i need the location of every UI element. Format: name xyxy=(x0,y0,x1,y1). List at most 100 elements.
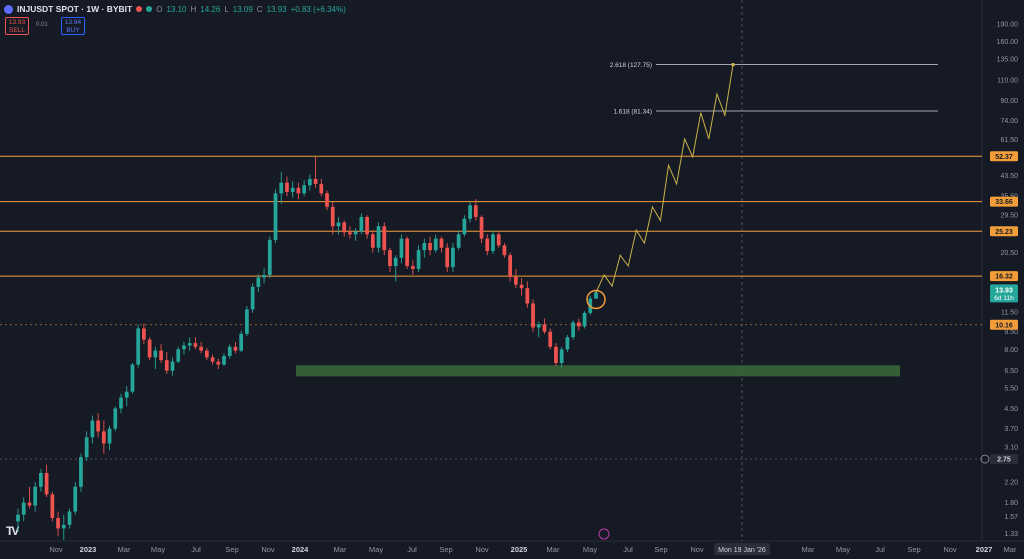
candle-body xyxy=(582,312,587,327)
candle-body xyxy=(382,226,387,251)
candle-body xyxy=(548,331,553,347)
high-label: H xyxy=(190,4,197,14)
replay-icon[interactable] xyxy=(598,528,610,540)
highlight-circle[interactable] xyxy=(586,289,606,310)
candle-body xyxy=(496,234,501,246)
time-tick-label: Sep xyxy=(654,545,667,554)
close-label: C xyxy=(256,4,263,14)
time-tick-label: Nov xyxy=(261,545,275,554)
candle-body xyxy=(296,187,301,194)
candle-body xyxy=(468,205,472,219)
time-tick-label: Mar xyxy=(1004,545,1017,554)
candle-body xyxy=(107,428,112,444)
candle-body xyxy=(210,357,215,362)
candle-body xyxy=(422,243,427,251)
price-tag-bg xyxy=(990,454,1018,465)
symbol-title[interactable]: INJUSDT SPOT · 1W · BYBIT xyxy=(17,4,133,14)
candle-body xyxy=(256,277,261,287)
candle-body xyxy=(164,360,169,371)
candle-body xyxy=(491,234,495,252)
time-tick-label: 2027 xyxy=(976,545,993,554)
candle-body xyxy=(370,234,375,248)
current-price-tag-bg xyxy=(990,284,1018,303)
status-dot-icon xyxy=(146,6,153,12)
candle-body xyxy=(142,328,146,340)
candle-body xyxy=(325,193,329,207)
candle-body xyxy=(462,218,467,235)
low-label: L xyxy=(224,4,229,14)
candle-body xyxy=(33,486,38,506)
candle-body xyxy=(445,247,450,268)
candle-body xyxy=(79,457,83,487)
candle-body xyxy=(267,239,272,275)
chart-header: INJUSDT SPOT · 1W · BYBIT O 13.10 H 14.26 … xyxy=(4,2,346,16)
price-tick-label: 1.33 xyxy=(1004,531,1018,538)
time-tick-label: Mar xyxy=(334,545,347,554)
price-axis[interactable] xyxy=(982,0,1024,541)
candle-body xyxy=(182,345,186,350)
support-zone[interactable] xyxy=(296,365,900,377)
candle-body xyxy=(21,502,26,515)
dashed-level-price-tag: 2.75 xyxy=(997,457,1011,464)
projection-path[interactable] xyxy=(595,64,734,293)
candle-body xyxy=(101,431,106,444)
candle-body xyxy=(250,286,255,310)
candle-body xyxy=(227,346,232,356)
symbol-logo-icon xyxy=(4,4,13,14)
sell-button[interactable]: 13.93 SELL xyxy=(5,17,29,35)
candle-body xyxy=(16,514,20,522)
candle-body xyxy=(565,337,570,350)
candle-body xyxy=(439,238,444,248)
candle-body xyxy=(136,328,141,365)
time-tick-label: 2023 xyxy=(80,545,97,554)
candle-body xyxy=(56,517,60,529)
candle-body xyxy=(411,266,415,269)
time-tick-label: Jul xyxy=(623,545,633,554)
candle-body xyxy=(113,408,118,429)
candle-body xyxy=(313,178,318,184)
candle-body xyxy=(479,216,484,239)
price-tag-bg xyxy=(990,196,1018,207)
time-tick-label: Jul xyxy=(407,545,417,554)
close-value: 13.93 xyxy=(266,4,287,14)
candle-body xyxy=(159,350,163,361)
candle-body xyxy=(308,178,312,186)
crosshair-plus-icon[interactable] xyxy=(980,454,990,464)
current-price-tag: 13.93 xyxy=(995,287,1013,294)
price-tick-label: 20.50 xyxy=(1000,250,1018,257)
candle-body xyxy=(96,420,100,432)
candle-body xyxy=(594,292,598,299)
candle-body xyxy=(428,243,432,251)
candle-body xyxy=(519,284,524,289)
price-tick-label: 29.50 xyxy=(1000,213,1018,220)
high-value: 14.26 xyxy=(200,4,221,14)
candle-body xyxy=(508,255,513,277)
candle-body xyxy=(542,324,547,332)
candle-body xyxy=(27,502,32,506)
price-tick-label: 190.00 xyxy=(997,21,1019,28)
buy-button[interactable]: 13.94 BUY xyxy=(61,17,85,35)
buy-label: BUY xyxy=(66,27,80,34)
time-tick-label: May xyxy=(151,545,165,554)
candle-body xyxy=(302,185,306,194)
candle-body xyxy=(222,355,226,365)
price-tick-label: 135.00 xyxy=(997,56,1019,63)
candle-body xyxy=(531,303,535,328)
price-tag-bg xyxy=(990,226,1018,237)
spread-value: 0.01 xyxy=(36,22,48,28)
candle-body xyxy=(262,274,266,278)
time-tick-label: Sep xyxy=(907,545,920,554)
price-tick-label: 3.10 xyxy=(1004,444,1018,451)
price-tick-label: 9.50 xyxy=(1004,329,1018,336)
candle-body xyxy=(393,257,398,267)
candle-body xyxy=(353,231,358,235)
candle-body xyxy=(61,524,66,529)
candle-body xyxy=(451,247,455,268)
candle-body xyxy=(554,346,558,364)
candle-body xyxy=(330,206,335,227)
time-tick-label: Jul xyxy=(875,545,885,554)
candle-body xyxy=(536,324,541,328)
fib-level-label: 2.618 (127.75) xyxy=(610,62,652,69)
candle-body xyxy=(456,234,461,248)
